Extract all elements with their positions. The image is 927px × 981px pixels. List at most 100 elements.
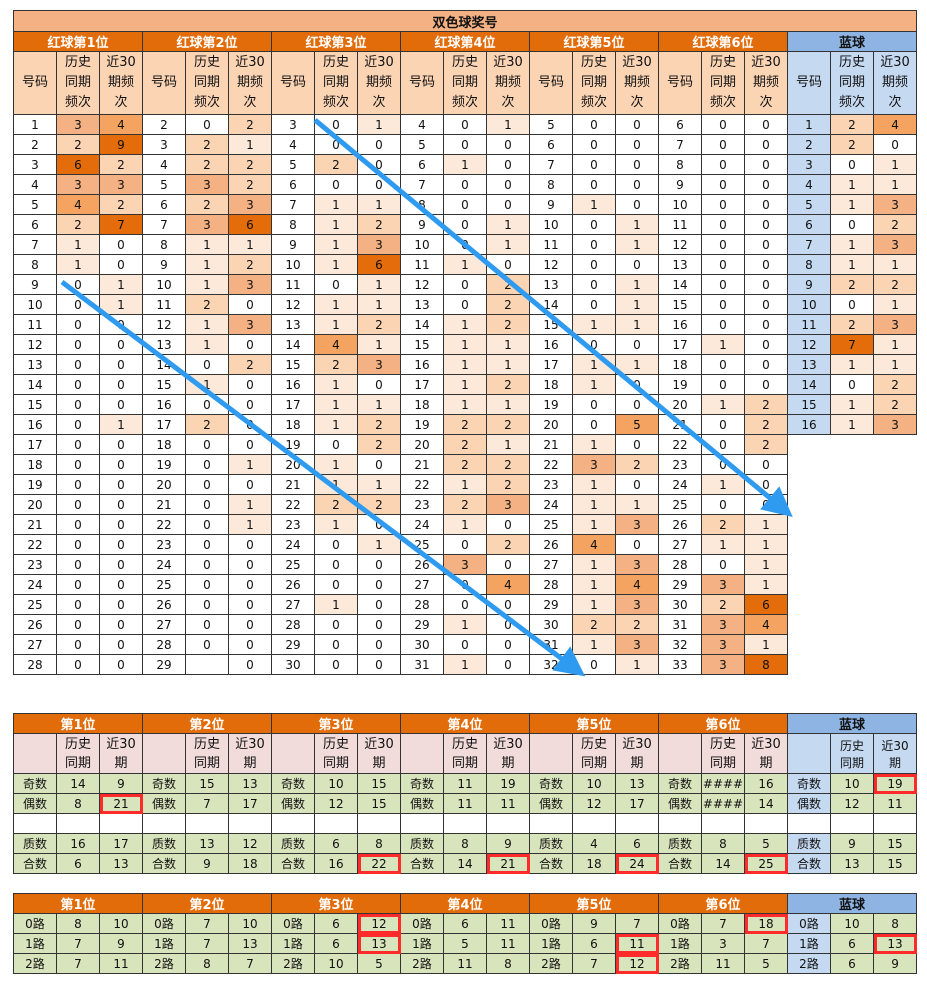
frequency-cell: 0 (701, 274, 745, 295)
row-label: 偶数 (529, 793, 573, 814)
frequency-cell: 0 (572, 414, 616, 435)
ball-number: 31 (658, 614, 702, 635)
ball-number: 5 (142, 174, 186, 195)
frequency-cell: 0 (701, 454, 745, 475)
stat-cell: 11 (443, 773, 487, 794)
frequency-cell: 0 (357, 154, 401, 175)
frequency-cell: 1 (357, 474, 401, 495)
row-label: 偶数 (787, 793, 831, 814)
row-label: 0路 (787, 913, 831, 934)
frequency-cell: 0 (314, 174, 358, 195)
row-label (13, 813, 57, 834)
stat-cell: 10 (228, 913, 272, 934)
frequency-cell: 0 (185, 614, 229, 635)
frequency-cell: 2 (615, 614, 659, 635)
section-header: 第4位 (400, 713, 530, 734)
ball-number: 8 (13, 254, 57, 275)
empty-area (786, 514, 917, 535)
frequency-cell: 8 (744, 654, 788, 675)
ball-number: 24 (529, 494, 573, 515)
frequency-cell: 0 (744, 154, 788, 175)
frequency-cell: 0 (572, 394, 616, 415)
stat-cell: 9 (872, 953, 918, 974)
row-label: 2路 (658, 953, 702, 974)
frequency-cell: 0 (228, 474, 272, 495)
stat-cell: 10 (572, 773, 616, 794)
frequency-cell: 0 (744, 294, 788, 315)
ball-number: 19 (658, 374, 702, 395)
ball-number: 17 (271, 394, 315, 415)
row-label: 1路 (271, 933, 315, 954)
stat-cell: 9 (185, 853, 229, 874)
frequency-cell: 2 (744, 394, 788, 415)
frequency-cell: 0 (357, 134, 401, 155)
frequency-cell: 0 (228, 434, 272, 455)
ball-number: 10 (142, 274, 186, 295)
sub-header: 历史同期频次 (56, 51, 100, 115)
ball-number: 19 (271, 434, 315, 455)
frequency-cell: 0 (443, 174, 487, 195)
frequency-cell: 0 (701, 494, 745, 515)
stat-cell: 16 (56, 833, 100, 854)
blue-frequency-cell: 1 (872, 254, 918, 275)
frequency-cell: 1 (99, 414, 143, 435)
frequency-cell: 0 (357, 614, 401, 635)
frequency-cell: 6 (744, 594, 788, 615)
frequency-cell: 1 (572, 374, 616, 395)
frequency-cell: 1 (314, 234, 358, 255)
blue-frequency-cell: 1 (872, 354, 918, 375)
frequency-cell: 0 (228, 554, 272, 575)
ball-number: 28 (271, 614, 315, 635)
frequency-cell: 0 (615, 174, 659, 195)
ball-number: 5 (529, 114, 573, 135)
ball-number: 12 (400, 274, 444, 295)
stat-cell: 8 (56, 913, 100, 934)
frequency-cell: 2 (443, 454, 487, 475)
row-label: 偶数 (271, 793, 315, 814)
ball-number: 29 (271, 634, 315, 655)
ball-number: 3 (142, 134, 186, 155)
frequency-cell: 2 (615, 454, 659, 475)
frequency-cell: 1 (701, 334, 745, 355)
frequency-cell: 1 (615, 654, 659, 675)
frequency-cell: 2 (486, 314, 530, 335)
ball-number: 22 (529, 454, 573, 475)
frequency-cell: 0 (744, 354, 788, 375)
row-label: 合数 (658, 853, 702, 874)
blue-number: 16 (787, 414, 831, 435)
frequency-cell: 1 (486, 434, 530, 455)
frequency-cell: 3 (228, 274, 272, 295)
frequency-cell: 0 (314, 554, 358, 575)
frequency-cell: 0 (99, 574, 143, 595)
blue-frequency-cell: 1 (830, 354, 874, 375)
stat-cell (701, 813, 745, 834)
ball-number: 5 (271, 154, 315, 175)
frequency-cell: 2 (185, 194, 229, 215)
frequency-cell: 1 (572, 434, 616, 455)
row-label: 奇数 (529, 773, 573, 794)
blue-number: 5 (787, 194, 831, 215)
frequency-cell: 1 (443, 154, 487, 175)
frequency-cell: 1 (185, 254, 229, 275)
ball-number: 12 (13, 334, 57, 355)
blue-frequency-cell: 2 (872, 394, 918, 415)
frequency-cell: 0 (744, 174, 788, 195)
frequency-cell: 0 (99, 354, 143, 375)
stat-cell: #### (701, 793, 745, 814)
frequency-cell: 0 (99, 434, 143, 455)
column-header: 近30期 (744, 733, 788, 774)
ball-number: 12 (142, 314, 186, 335)
frequency-cell: 4 (314, 334, 358, 355)
frequency-cell: 0 (228, 394, 272, 415)
stat-cell: 5 (744, 953, 788, 974)
ball-number: 21 (142, 494, 186, 515)
column-header: 历史同期 (443, 733, 487, 774)
frequency-cell: 0 (99, 494, 143, 515)
frequency-cell: 0 (56, 294, 100, 315)
stat-cell (872, 813, 918, 834)
stat-cell (56, 813, 100, 834)
ball-number: 6 (142, 194, 186, 215)
sub-header: 号码 (400, 51, 444, 115)
ball-number: 19 (529, 394, 573, 415)
frequency-cell: 0 (56, 354, 100, 375)
